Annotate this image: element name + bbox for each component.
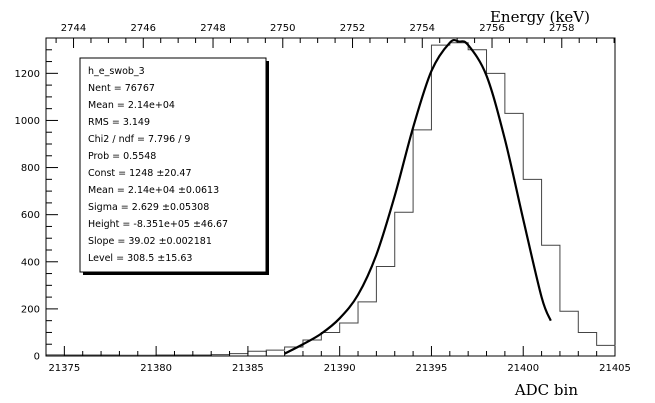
stats-line: Sigma = 2.629 ±0.05308 bbox=[88, 202, 209, 213]
histogram-bin bbox=[248, 351, 266, 356]
top-tick-label: 2754 bbox=[410, 23, 435, 34]
stats-line: Height = -8.351e+05 ±46.67 bbox=[88, 219, 228, 230]
histogram-bin bbox=[376, 266, 394, 356]
x-tick-label: 21380 bbox=[140, 363, 172, 374]
x-axis-title: ADC bin bbox=[514, 381, 579, 399]
top-tick-label: 2756 bbox=[479, 23, 504, 34]
stats-line: Mean = 2.14e+04 bbox=[88, 100, 175, 111]
stats-box-frame bbox=[79, 57, 267, 273]
y-tick-label: 200 bbox=[21, 304, 40, 315]
histogram-bin bbox=[358, 302, 376, 356]
stats-box-shadow bbox=[266, 61, 269, 275]
top-axis-title: Energy (keV) bbox=[490, 8, 590, 26]
histogram-bin bbox=[266, 350, 284, 356]
x-tick-label: 21390 bbox=[324, 363, 356, 374]
stats-line: Mean = 2.14e+04 ±0.0613 bbox=[88, 185, 219, 196]
fit-curve-group bbox=[284, 38, 552, 355]
top-tick-label: 2746 bbox=[131, 23, 156, 34]
stats-box-shadow-bottom bbox=[83, 272, 269, 275]
stats-box: h_e_swob_3 Nent = 76767 Mean = 2.14e+04 … bbox=[79, 57, 269, 275]
top-tick-label: 2758 bbox=[549, 23, 574, 34]
y-tick-label: 0 bbox=[34, 352, 40, 363]
y-tick-label: 400 bbox=[21, 257, 40, 268]
histogram-bin bbox=[450, 43, 468, 356]
top-tick-label: 2744 bbox=[61, 23, 86, 34]
stats-line: Level = 308.5 ±15.63 bbox=[88, 253, 192, 264]
x-tick-label: 21405 bbox=[599, 363, 631, 374]
plot-frame bbox=[45, 37, 616, 357]
stats-line: Nent = 76767 bbox=[88, 83, 155, 94]
stats-line: Chi2 / ndf = 7.796 / 9 bbox=[88, 134, 190, 145]
histogram-bin bbox=[523, 179, 541, 356]
histogram-bin bbox=[431, 45, 449, 356]
histogram-bin bbox=[468, 50, 486, 356]
y-tick-label: 600 bbox=[21, 210, 40, 221]
histogram-bin bbox=[560, 311, 578, 356]
top-tick-label: 2748 bbox=[200, 23, 225, 34]
fit-curve bbox=[284, 38, 552, 355]
histogram-bin bbox=[413, 130, 431, 356]
stats-line: Slope = 39.02 ±0.002181 bbox=[88, 236, 212, 247]
top-tick-label: 2750 bbox=[270, 23, 295, 34]
y-tick-label: 1200 bbox=[15, 69, 40, 80]
stats-line: RMS = 3.149 bbox=[88, 117, 150, 128]
histogram-bin bbox=[395, 212, 413, 356]
histogram-bin bbox=[597, 345, 615, 356]
x-tick-label: 21375 bbox=[48, 363, 80, 374]
histogram-bin bbox=[340, 323, 358, 356]
stats-title: h_e_swob_3 bbox=[88, 66, 145, 77]
x-tick-label: 21395 bbox=[416, 363, 448, 374]
y-tick-label: 800 bbox=[21, 163, 40, 174]
histogram-bin bbox=[321, 332, 339, 356]
histogram-bin bbox=[542, 245, 560, 356]
stats-line: Prob = 0.5548 bbox=[88, 151, 156, 162]
y-tick-label: 1000 bbox=[15, 116, 40, 127]
x-tick-label: 21400 bbox=[507, 363, 539, 374]
top-tick-label: 2752 bbox=[340, 23, 365, 34]
histogram-bin bbox=[578, 332, 596, 356]
stats-line: Const = 1248 ±20.47 bbox=[88, 168, 192, 179]
histogram-bin bbox=[487, 73, 505, 356]
x-tick-label: 21385 bbox=[232, 363, 264, 374]
